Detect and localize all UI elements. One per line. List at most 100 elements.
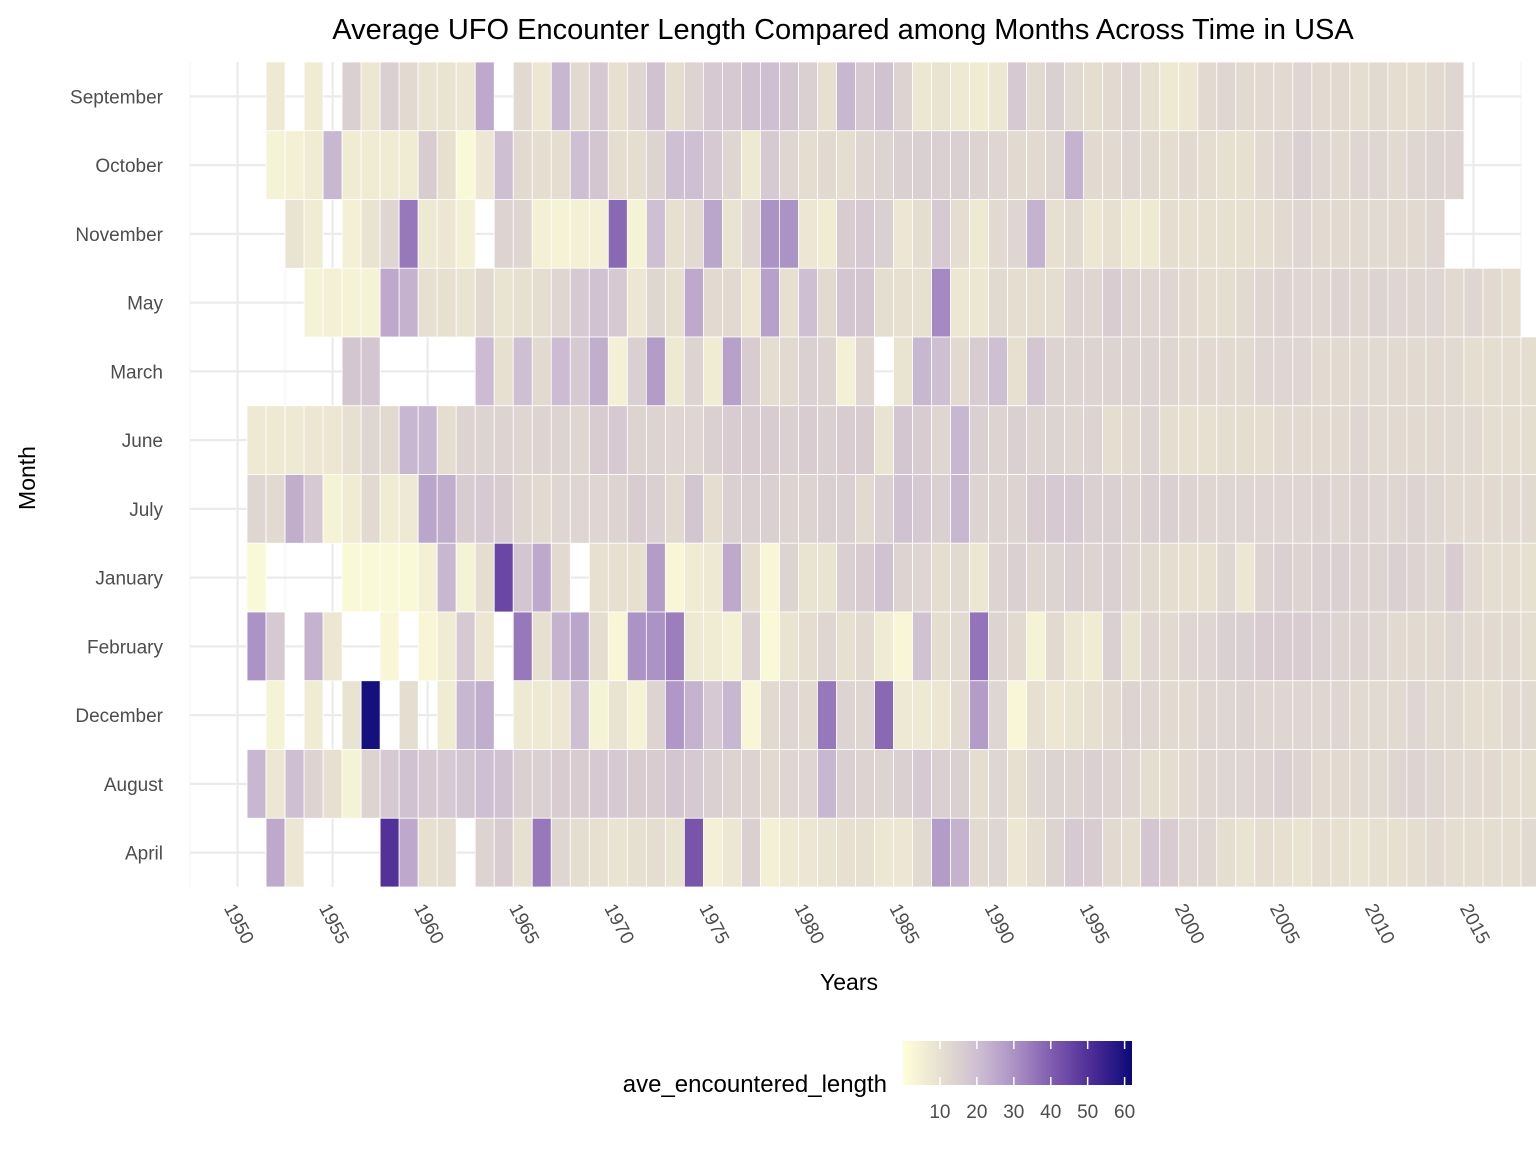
heatmap-cell [855, 542, 875, 613]
heatmap-cell [702, 611, 723, 682]
heatmap-cell [1292, 61, 1313, 132]
heatmap-cell [836, 611, 856, 682]
heatmap-cell [1463, 817, 1484, 888]
heatmap-cell [1368, 474, 1389, 544]
heatmap-cell [893, 405, 913, 475]
heatmap-cell [398, 61, 419, 132]
heatmap-cell [931, 680, 951, 750]
legend-tick-label: 60 [1114, 1102, 1135, 1123]
heatmap-cell [341, 336, 362, 407]
heatmap-cell [607, 405, 628, 475]
heatmap-cell [874, 611, 894, 682]
y-tick-label: January [95, 569, 163, 590]
y-tick-label: August [104, 775, 164, 796]
heatmap-cell [1349, 61, 1370, 132]
heatmap-cell [626, 680, 647, 750]
heatmap-cell [1045, 474, 1066, 544]
heatmap-cell [1425, 611, 1446, 682]
heatmap-cell [1178, 474, 1199, 544]
heatmap-cell [1102, 474, 1123, 544]
heatmap-cell [626, 61, 647, 132]
heatmap-cell [1311, 474, 1332, 544]
heatmap-cell [1520, 680, 1536, 750]
heatmap-cell [817, 474, 837, 544]
heatmap-cell [607, 199, 628, 269]
heatmap-cell [493, 199, 514, 269]
heatmap-cell [1368, 267, 1389, 338]
heatmap-cell [664, 405, 685, 475]
heatmap-cell [1178, 542, 1199, 613]
heatmap-cell [664, 61, 685, 132]
heatmap-cell [493, 542, 514, 613]
heatmap-cell [836, 542, 856, 613]
heatmap-cell [950, 61, 970, 132]
heatmap-cell [474, 130, 495, 200]
heatmap-cell [379, 817, 400, 888]
heatmap-cell [1330, 542, 1351, 613]
heatmap-cell [1273, 542, 1294, 613]
heatmap-cell [607, 474, 628, 544]
heatmap-cell [931, 749, 951, 819]
heatmap-cell [893, 474, 913, 544]
heatmap-cell [588, 199, 609, 269]
heatmap-cell [1444, 336, 1465, 407]
heatmap-cell [474, 680, 495, 750]
heatmap-cell [741, 749, 761, 819]
heatmap-cell [1292, 680, 1313, 750]
heatmap-cell [626, 542, 647, 613]
heatmap-cell [284, 749, 305, 819]
heatmap-cell [893, 336, 913, 407]
heatmap-cell [912, 61, 932, 132]
heatmap-cell [1121, 336, 1142, 407]
heatmap-cell [341, 199, 362, 269]
heatmap-cell [779, 542, 799, 613]
heatmap-cell [702, 199, 723, 269]
heatmap-cell [398, 817, 419, 888]
heatmap-cell [474, 267, 495, 338]
heatmap-cell [1140, 542, 1161, 613]
heatmap-cell [455, 199, 476, 269]
heatmap-cell [683, 267, 704, 338]
heatmap-cell [741, 199, 761, 269]
heatmap-cell [912, 199, 932, 269]
legend-tick-label: 40 [1040, 1102, 1061, 1123]
heatmap-cell [1026, 405, 1047, 475]
heatmap-cell [1178, 749, 1199, 819]
heatmap-cell [912, 611, 932, 682]
heatmap-cell [1159, 817, 1180, 888]
heatmap-cell [1406, 680, 1427, 750]
heatmap-cell [474, 336, 495, 407]
heatmap-cell [1083, 749, 1104, 819]
heatmap-cell [893, 817, 913, 888]
heatmap-cell [550, 61, 571, 132]
heatmap-cell [1121, 405, 1142, 475]
heatmap-cell [1178, 611, 1199, 682]
heatmap-cell [1007, 474, 1028, 544]
heatmap-cell [1387, 542, 1408, 613]
heatmap-cell [1425, 817, 1446, 888]
heatmap-cell [398, 130, 419, 200]
heatmap-cell [702, 749, 723, 819]
heatmap-cell [569, 405, 590, 475]
heatmap-cell [1292, 130, 1313, 200]
heatmap-cell [436, 817, 457, 888]
heatmap-cell [855, 61, 875, 132]
heatmap-cell [265, 405, 286, 475]
heatmap-cell [1292, 817, 1313, 888]
heatmap-cell [1102, 749, 1123, 819]
heatmap-cell [1387, 199, 1408, 269]
heatmap-cell [1330, 130, 1351, 200]
heatmap-cell [760, 336, 780, 407]
heatmap-cell [798, 405, 818, 475]
heatmap-cell [1387, 61, 1408, 132]
heatmap-cell [284, 130, 305, 200]
heatmap-cell [1254, 199, 1275, 269]
heatmap-cell [760, 199, 780, 269]
heatmap-cell [1178, 405, 1199, 475]
heatmap-cell [550, 405, 571, 475]
heatmap-cell [1368, 130, 1389, 200]
heatmap-cell [874, 130, 894, 200]
heatmap-cell [779, 405, 799, 475]
heatmap-cell [1102, 130, 1123, 200]
heatmap-cell [722, 405, 742, 475]
